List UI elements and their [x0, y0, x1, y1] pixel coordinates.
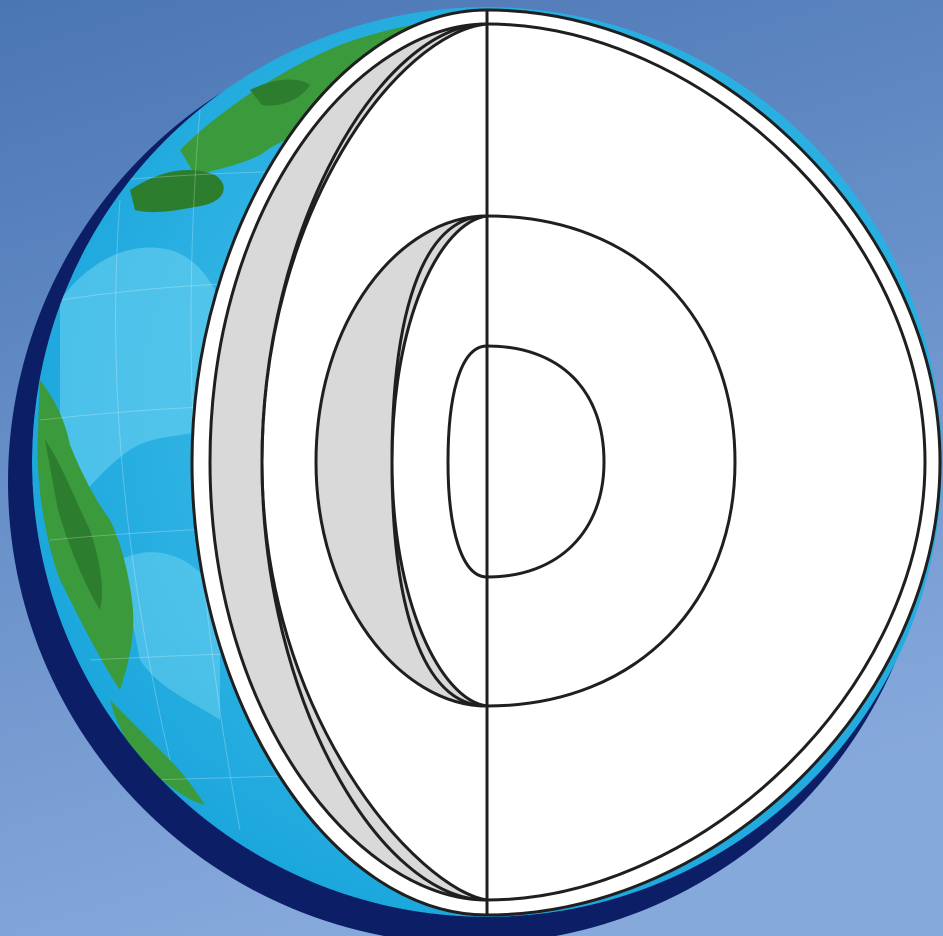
continent-south-america — [110, 700, 205, 805]
outer-core-boundary — [390, 214, 737, 708]
shallow-sea — [60, 247, 230, 520]
cutaway — [190, 8, 942, 917]
cut-face-outer — [190, 8, 942, 917]
mantle-boundary — [260, 22, 927, 902]
inner-core-boundary — [446, 344, 606, 579]
